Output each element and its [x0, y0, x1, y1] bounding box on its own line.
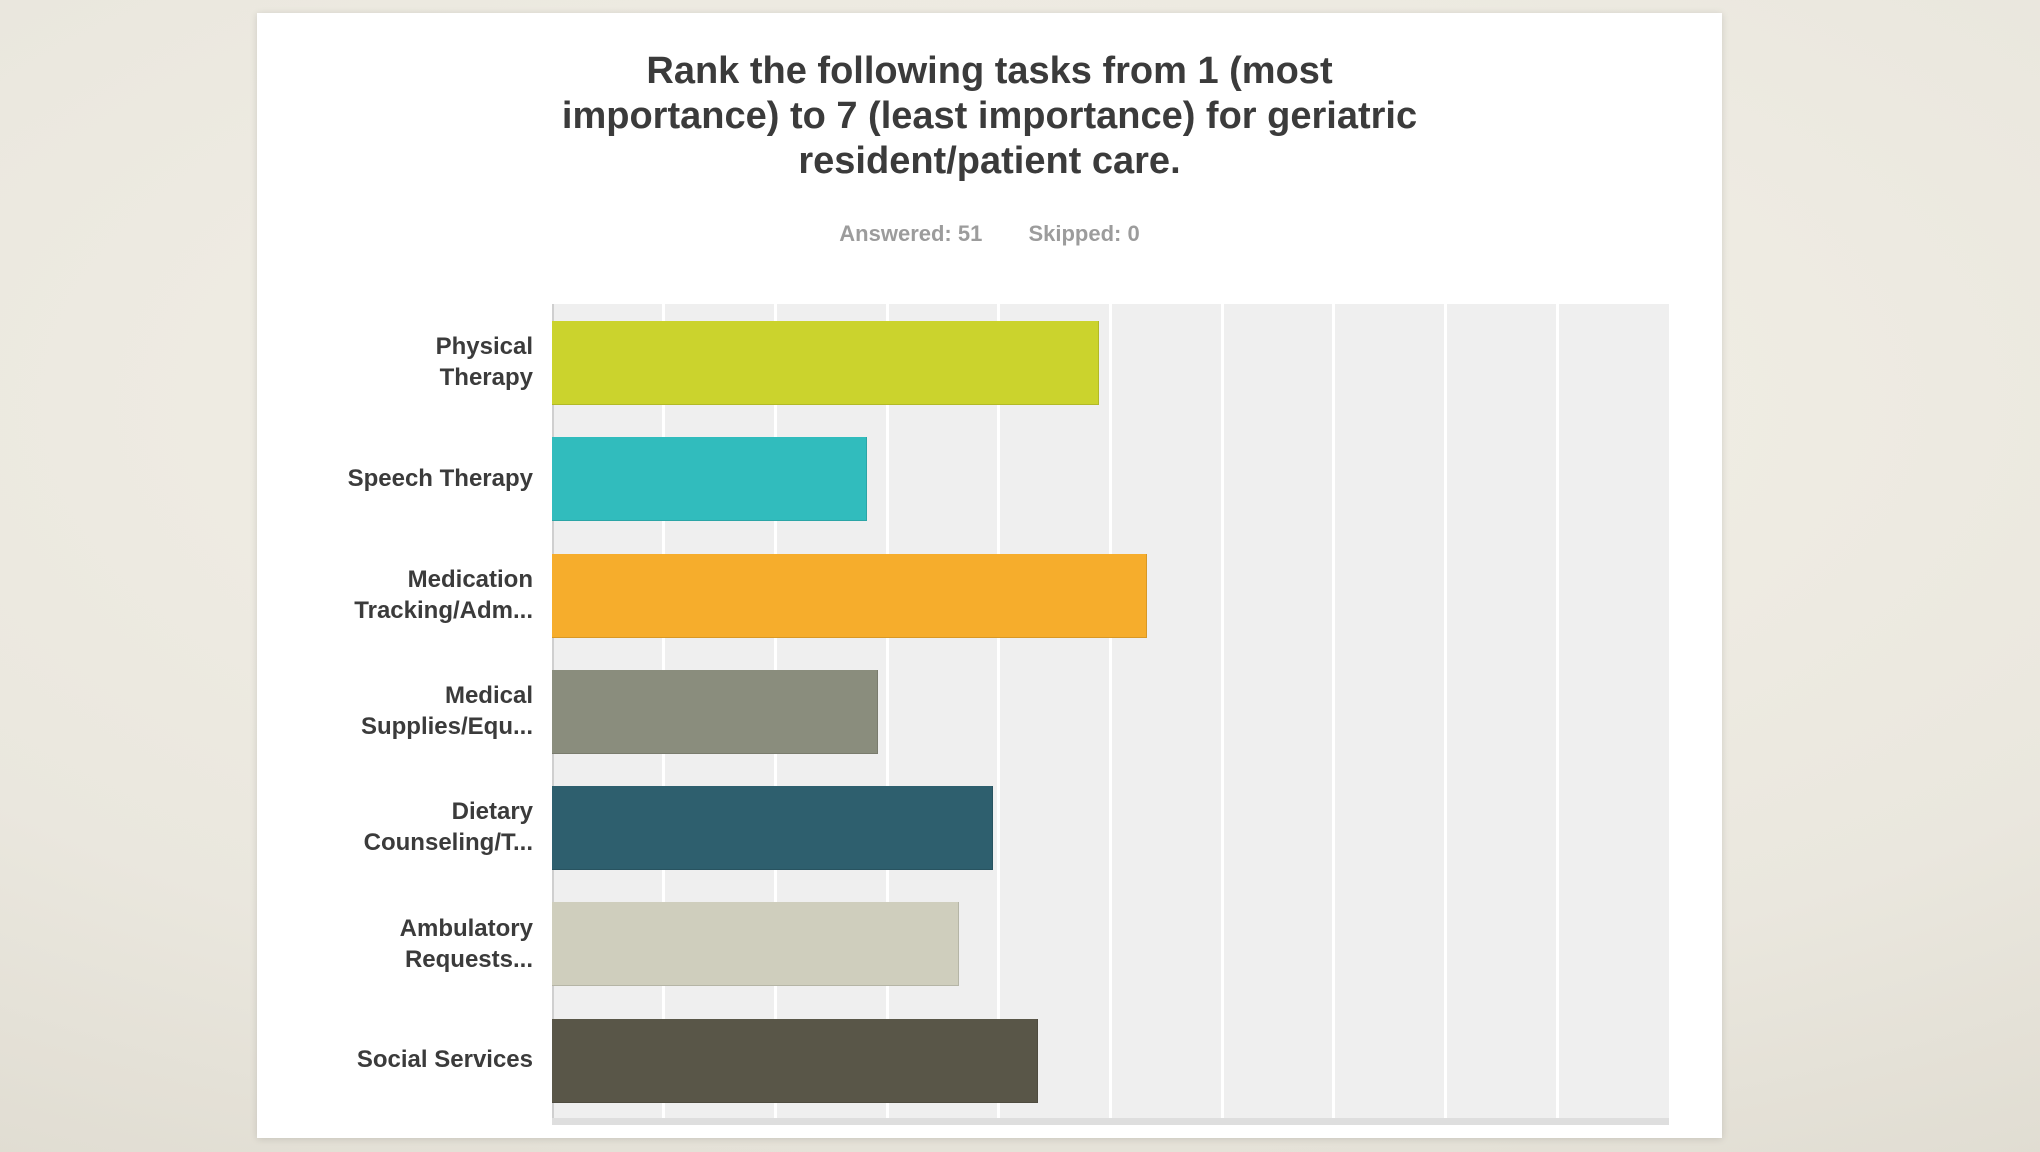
response-stats: Answered: 51 Skipped: 0 — [257, 221, 1722, 247]
chart-row: Physical Therapy — [257, 304, 1669, 420]
gridline — [1555, 304, 1559, 1118]
chart-row: Medical Supplies/Equ... — [257, 653, 1669, 769]
gridline — [1444, 304, 1448, 1118]
bar-dietary-counseling-t — [552, 786, 994, 871]
bar-social-services — [552, 1018, 1038, 1103]
gridline — [1220, 304, 1224, 1118]
category-label-medical-supplies-equ: Medical Supplies/Equ... — [360, 681, 533, 740]
skipped-count: Skipped: 0 — [1028, 221, 1140, 246]
chart-row: Medication Tracking/Adm... — [257, 537, 1669, 653]
bar-ambulatory-requests — [552, 902, 959, 987]
survey-chart-card: Rank the following tasks from 1 (most im… — [257, 13, 1722, 1138]
category-label-medication-tracking-adm: Medication Tracking/Adm... — [354, 565, 533, 624]
gridline — [997, 304, 1001, 1118]
category-label-dietary-counseling-t: Dietary Counseling/T... — [363, 798, 533, 857]
category-label-physical-therapy: Physical Therapy — [435, 333, 533, 392]
chart-row: Dietary Counseling/T... — [257, 769, 1669, 885]
bar-physical-therapy — [552, 321, 1100, 405]
bar-speech-therapy — [552, 437, 867, 522]
gridline — [885, 304, 889, 1118]
answered-count: Answered: 51 — [839, 221, 983, 246]
gridline — [1109, 304, 1112, 1118]
bar-medication-tracking-adm — [552, 553, 1148, 638]
x-axis-baseline — [552, 1118, 1669, 1125]
category-label-ambulatory-requests: Ambulatory Requests... — [399, 914, 533, 973]
gridline — [1332, 304, 1336, 1118]
chart-row: Social Services — [257, 1002, 1669, 1118]
chart-row: Speech Therapy — [257, 420, 1669, 536]
category-label-speech-therapy: Speech Therapy — [347, 464, 533, 492]
bar-chart: Physical Therapy Speech Therapy Medication… — [257, 13, 1722, 1138]
bar-medical-supplies-equ — [552, 669, 879, 754]
question-title: Rank the following tasks from 1 (most im… — [561, 50, 1418, 182]
chart-row: Ambulatory Requests... — [257, 885, 1669, 1001]
category-label-social-services: Social Services — [356, 1046, 533, 1074]
